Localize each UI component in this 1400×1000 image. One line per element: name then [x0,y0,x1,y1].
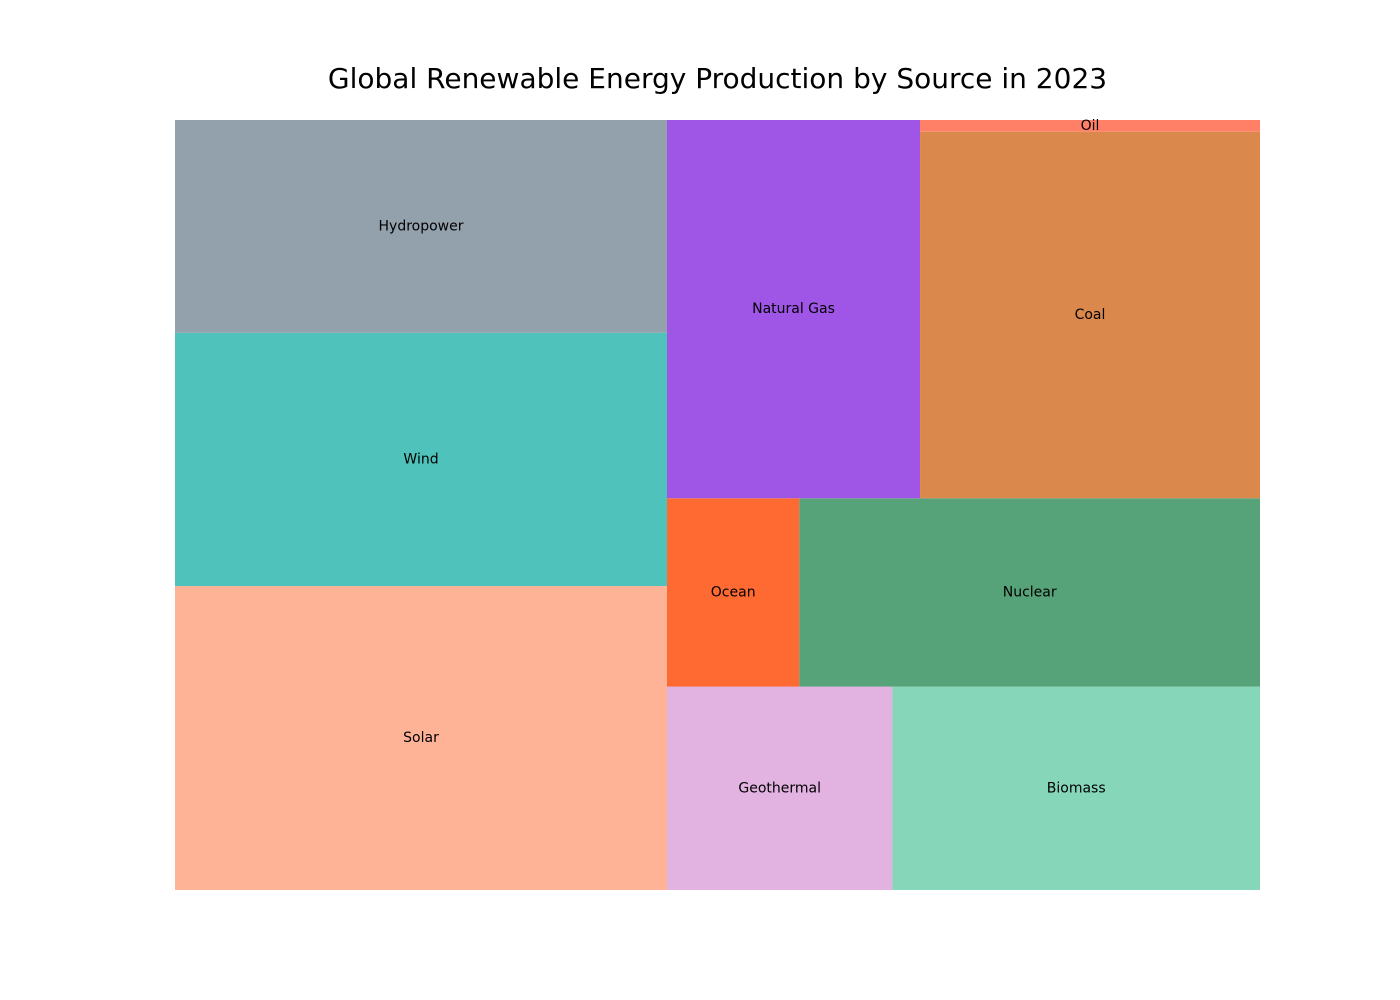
tile-label-nuclear: Nuclear [1003,584,1057,600]
tile-ocean [667,498,800,687]
tile-hydropower [175,120,668,333]
tile-oil [920,120,1260,132]
tile-label-geothermal: Geothermal [738,780,821,796]
tile-coal [920,131,1260,499]
tile-solar [175,586,668,890]
tile-geothermal [667,686,893,890]
tile-label-hydropower: Hydropower [379,218,464,234]
tile-natural-gas [667,120,921,499]
tile-label-solar: Solar [403,730,439,746]
tile-label-ocean: Ocean [711,584,756,600]
tile-label-coal: Coal [1075,307,1106,323]
tile-label-wind: Wind [403,451,438,467]
tile-label-oil: Oil [1081,118,1100,134]
tile-label-natural-gas: Natural Gas [752,301,835,317]
tile-nuclear [799,498,1260,687]
chart-title: Global Renewable Energy Production by So… [327,62,1108,95]
tile-wind [175,332,668,587]
tile-biomass [892,686,1260,890]
tile-label-biomass: Biomass [1047,780,1106,796]
